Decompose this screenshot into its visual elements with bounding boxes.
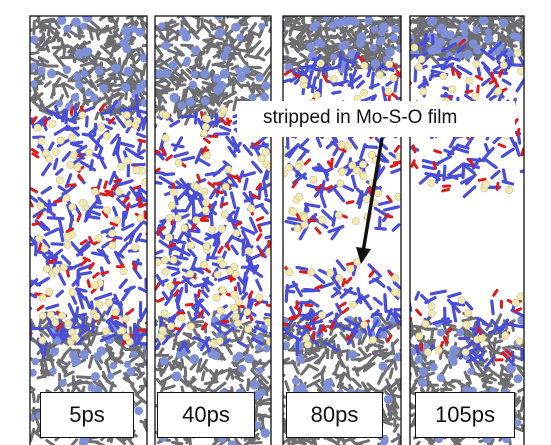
panel-label-80ps: 80ps [286, 392, 383, 438]
annotation-label: stripped in Mo-S-O film [237, 101, 515, 137]
snapshot-panel-3 [282, 15, 402, 445]
snapshot-panel-2 [154, 15, 272, 445]
panel-frame [154, 15, 272, 445]
panel-label-5ps: 5ps [40, 392, 134, 438]
panel-frame [409, 15, 525, 445]
panel-frame [282, 15, 402, 445]
panel-frame [29, 15, 148, 445]
snapshot-panel-1 [29, 15, 148, 445]
snapshot-panel-4 [409, 15, 525, 445]
annotation-arrowhead [356, 247, 371, 264]
panel-label-40ps: 40ps [157, 392, 255, 438]
panel-label-105ps: 105ps [415, 392, 515, 438]
annotation-arrow [361, 137, 384, 253]
